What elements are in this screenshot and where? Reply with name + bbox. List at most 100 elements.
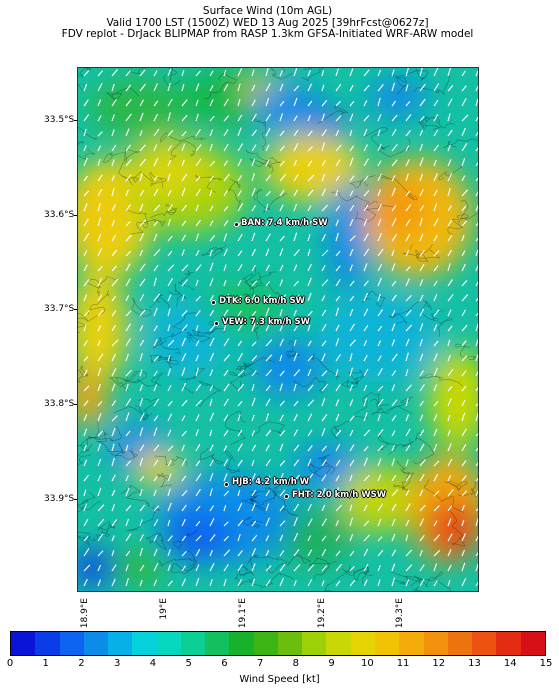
wind-vector-arrow xyxy=(139,203,144,212)
terrain-contour xyxy=(131,297,152,317)
wind-vector-arrow xyxy=(97,203,101,212)
colorbar-tick-label: 6 xyxy=(221,658,228,669)
wind-vector-arrow xyxy=(447,309,452,317)
wind-vector-arrow xyxy=(153,459,159,467)
wind-vector-arrow xyxy=(405,564,413,572)
terrain-contour xyxy=(159,312,197,345)
wind-vector-arrow xyxy=(111,249,118,257)
wind-vector-arrow xyxy=(279,130,285,137)
wind-vector-arrow xyxy=(419,370,424,377)
wind-vector-arrow xyxy=(209,115,215,122)
wind-vector-arrow xyxy=(139,278,146,287)
wind-vector-arrow xyxy=(307,130,313,137)
wind-speed-map[interactable] xyxy=(77,67,479,592)
wind-vector-arrow xyxy=(447,325,453,332)
wind-vector-arrow xyxy=(195,473,202,482)
wind-vector-arrow xyxy=(307,189,314,197)
colorbar-swatch xyxy=(350,632,375,655)
terrain-contour xyxy=(361,290,386,308)
wind-vector-arrow xyxy=(111,324,117,332)
wind-vector-arrow xyxy=(349,550,355,557)
wind-vector-arrow xyxy=(153,157,159,167)
wind-vector-arrow xyxy=(209,235,216,242)
wind-vector-arrow xyxy=(195,520,201,527)
terrain-contour xyxy=(225,411,246,446)
wind-vector-arrow xyxy=(139,398,144,407)
wind-vector-arrow xyxy=(419,443,425,452)
terrain-contour xyxy=(78,68,92,91)
wind-vector-arrow xyxy=(335,580,341,587)
wind-vector-arrow xyxy=(321,398,326,407)
wind-vector-arrow xyxy=(475,581,478,587)
wind-vector-arrow xyxy=(335,189,339,197)
wind-vector-arrow xyxy=(83,145,87,152)
terrain-contour xyxy=(78,421,100,447)
wind-vector-arrow xyxy=(293,503,300,512)
wind-vector-arrow xyxy=(335,504,343,512)
wind-vector-arrow xyxy=(475,517,478,527)
wind-vector-arrow xyxy=(83,279,90,287)
wind-vector-arrow xyxy=(363,190,370,197)
wind-vector-arrow xyxy=(419,384,425,392)
wind-vector-arrow xyxy=(363,446,369,452)
wind-vector-arrow xyxy=(223,233,228,242)
wind-vector-arrow xyxy=(405,130,411,137)
terrain-contour xyxy=(293,377,326,394)
wind-vector-arrow xyxy=(251,158,256,167)
wind-vector-arrow xyxy=(391,263,396,272)
station-marker-ban[interactable] xyxy=(234,222,239,227)
wind-vector-arrow xyxy=(279,505,285,512)
wind-vector-arrow xyxy=(97,518,105,527)
wind-vector-arrow xyxy=(125,113,132,122)
wind-vector-arrow xyxy=(181,310,188,317)
wind-vector-arrow xyxy=(153,128,160,137)
wind-vector-arrow xyxy=(461,205,467,212)
wind-vector-arrow xyxy=(377,565,381,572)
wind-vector-arrow xyxy=(265,354,273,362)
wind-vector-arrow xyxy=(363,100,368,107)
wind-vector-arrow xyxy=(265,174,272,182)
terrain-contour xyxy=(417,116,442,132)
wind-vector-arrow xyxy=(195,414,200,422)
station-marker-hjb[interactable] xyxy=(224,482,229,487)
wind-vector-arrow xyxy=(391,175,396,182)
wind-vector-arrow xyxy=(419,205,425,212)
colorbar-swatch xyxy=(302,632,327,655)
terrain-contour xyxy=(250,271,276,285)
station-marker-vew[interactable] xyxy=(214,321,219,326)
terrain-contour xyxy=(168,282,187,307)
station-marker-dtk[interactable] xyxy=(211,300,216,305)
colorbar-tick-label: 13 xyxy=(468,658,481,669)
wind-vector-arrow xyxy=(167,83,171,92)
wind-vector-arrow xyxy=(251,384,255,392)
wind-vector-arrow xyxy=(335,354,341,362)
wind-vector-arrow xyxy=(251,548,257,557)
wind-vector-arrow xyxy=(125,383,129,392)
wind-vector-arrow xyxy=(293,294,301,302)
wind-vector-arrow xyxy=(209,444,214,452)
wind-vector-arrow xyxy=(139,99,144,107)
wind-vector-arrow xyxy=(433,563,438,572)
wind-vector-arrow xyxy=(83,128,87,137)
station-marker-fht[interactable] xyxy=(284,494,289,499)
wind-vector-arrow xyxy=(111,295,117,302)
wind-vector-arrow xyxy=(223,129,229,137)
lat-tick xyxy=(74,215,77,216)
title-line-1: Surface Wind (10m AGL) xyxy=(202,5,333,17)
wind-vector-arrow xyxy=(251,520,257,527)
wind-vector-arrow xyxy=(419,353,424,362)
wind-vector-arrow xyxy=(377,69,382,77)
wind-vector-arrow xyxy=(111,519,118,527)
wind-vector-arrow xyxy=(349,565,355,572)
wind-vector-arrow xyxy=(461,250,466,257)
wind-vector-arrow xyxy=(363,457,369,467)
wind-vector-arrow xyxy=(265,413,269,422)
wind-vector-arrow xyxy=(363,308,369,317)
terrain-contour xyxy=(317,105,349,125)
wind-vector-arrow xyxy=(405,173,409,182)
wind-vector-arrow xyxy=(433,144,439,152)
wind-vector-arrow xyxy=(111,265,118,272)
wind-vector-arrow xyxy=(139,294,145,302)
wind-vector-arrow xyxy=(419,98,426,107)
wind-vector-arrow xyxy=(349,517,354,527)
